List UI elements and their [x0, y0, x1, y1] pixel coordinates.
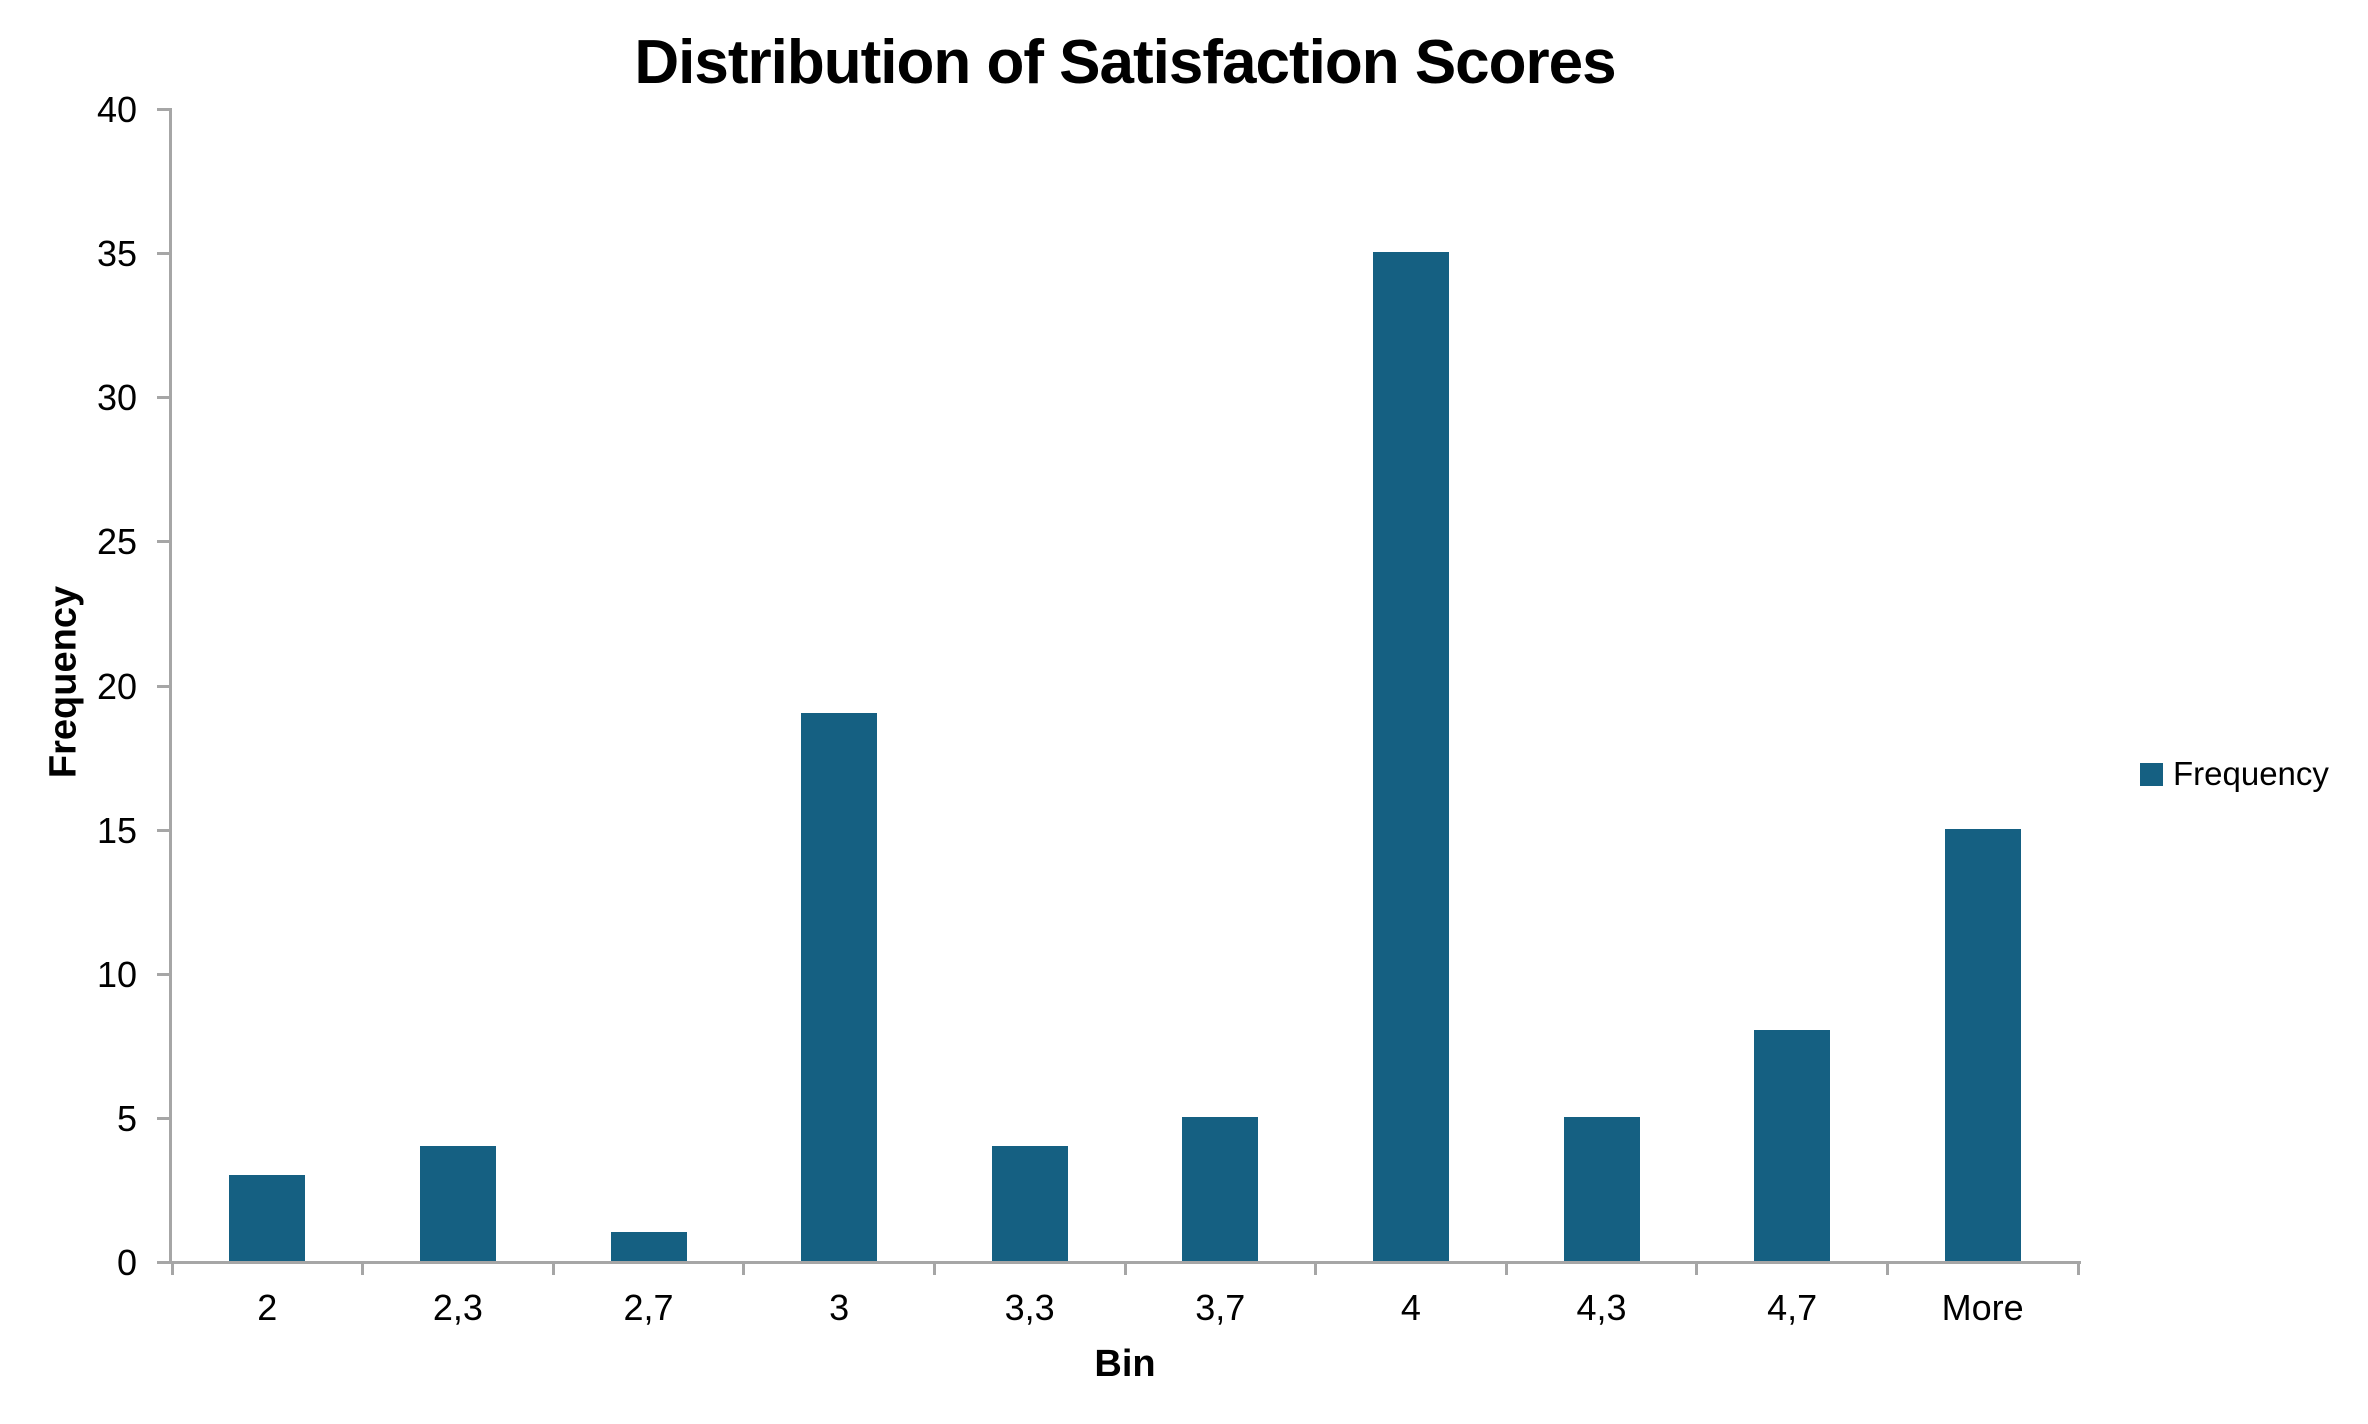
y-tick-label: 10 [96, 953, 137, 995]
y-tick-label: 25 [96, 521, 137, 563]
x-tick-label: 3 [829, 1287, 850, 1328]
x-tick [1123, 1261, 1127, 1275]
legend-swatch-icon [2140, 762, 2163, 786]
y-tick [157, 540, 169, 544]
x-tick-label: 2 [257, 1287, 278, 1328]
legend-label: Frequency [2173, 755, 2329, 792]
y-tick-label: 30 [96, 377, 137, 419]
y-tick [157, 1116, 169, 1120]
y-tick [157, 684, 169, 688]
x-tick-label: 3,3 [1004, 1287, 1055, 1328]
x-tick [551, 1261, 555, 1275]
x-tick [2076, 1261, 2080, 1275]
y-tick [157, 972, 169, 976]
y-tick [157, 252, 169, 256]
x-tick-label: 4 [1400, 1287, 1421, 1328]
x-tick [1314, 1261, 1318, 1275]
x-tick-label: 2,7 [623, 1287, 674, 1328]
legend: Frequency [2140, 756, 2329, 792]
y-tick-label: 15 [96, 809, 137, 851]
x-tick-label: 4,7 [1767, 1287, 1818, 1328]
x-tick [742, 1261, 746, 1275]
y-tick-label: 20 [96, 665, 137, 707]
bar [1754, 1030, 1831, 1261]
x-axis-title: Bin [1094, 1343, 1156, 1385]
x-tick [361, 1261, 365, 1275]
x-tick [1504, 1261, 1508, 1275]
y-tick [157, 828, 169, 832]
x-tick [1885, 1261, 1889, 1275]
y-tick-label: 5 [116, 1097, 137, 1139]
y-tick-label: 35 [96, 233, 137, 275]
bar [1563, 1116, 1640, 1261]
x-tick-label: 2,3 [432, 1287, 483, 1328]
y-tick [157, 108, 169, 111]
chart-title: Distribution of Satisfaction Scores [634, 28, 1616, 97]
x-tick-label: 3,7 [1195, 1287, 1246, 1328]
y-axis-line [169, 108, 172, 1264]
x-tick [932, 1261, 936, 1275]
plot-area: 0 5 10 15 20 25 30 35 40 2 2,3 2,7 3 3,3 3,7 4 4,3 4,7 Mor… [97, 92, 2081, 1327]
bar [991, 1145, 1068, 1261]
x-tick [170, 1261, 174, 1275]
bar [1372, 252, 1449, 1261]
y-tick-label: 0 [116, 1242, 137, 1283]
bar [1182, 1116, 1259, 1261]
y-tick [157, 1261, 169, 1264]
bar [1944, 828, 2021, 1261]
x-tick-label: More [1941, 1287, 2024, 1328]
x-tick [1695, 1261, 1699, 1275]
bar [610, 1232, 687, 1261]
bar [229, 1174, 306, 1261]
y-tick-label: 40 [96, 89, 137, 130]
y-tick [157, 396, 169, 400]
bar [801, 713, 878, 1261]
x-tick-label: 4,3 [1576, 1287, 1627, 1328]
bar [419, 1145, 496, 1261]
